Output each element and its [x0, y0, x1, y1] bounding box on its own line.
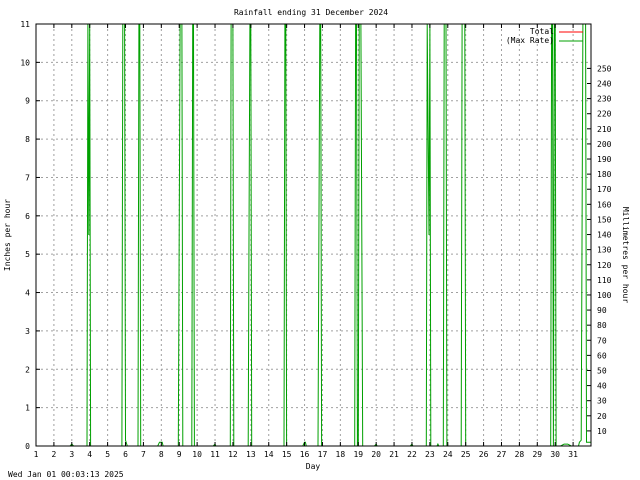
y-tick-label-right: 160: [597, 200, 612, 209]
y-tick-label-left: 9: [25, 97, 30, 106]
y-axis-left-label: Inches per hour: [3, 199, 12, 271]
x-tick-label: 10: [192, 450, 202, 459]
x-tick-label: 25: [461, 450, 471, 459]
legend: Total (Max Rate): [506, 27, 583, 45]
y-tick-label-left: 4: [25, 289, 30, 298]
y-tick-label-left: 3: [25, 327, 30, 336]
series-lines: [36, 23, 591, 447]
y-tick-label-right: 10: [597, 427, 607, 436]
y-tick-label-left: 8: [25, 135, 30, 144]
y-tick-label-right: 110: [597, 276, 612, 285]
x-tick-label: 18: [336, 450, 346, 459]
y-tick-label-right: 140: [597, 231, 612, 240]
y-axis-right-ticks: 10 20 30 40 50 60 70 80 90 100 110 120 130 140 150 160 1…: [587, 64, 612, 436]
y-tick-label-right: 220: [597, 110, 612, 119]
x-tick-label: 19: [353, 450, 363, 459]
legend-paren-close: ): [549, 36, 554, 45]
y-tick-label-right: 80: [597, 321, 607, 330]
x-tick-label: 13: [246, 450, 256, 459]
y-tick-label-left: 6: [25, 212, 30, 221]
y-tick-label-right: 190: [597, 155, 612, 164]
y-tick-label-right: 90: [597, 306, 607, 315]
x-tick-label: 8: [159, 450, 164, 459]
y-tick-label-left: 1: [25, 404, 30, 413]
x-tick-label: 30: [550, 450, 560, 459]
y-tick-label-right: 180: [597, 170, 612, 179]
legend-label-max-rate: (Max Rate): [506, 36, 554, 45]
chart-title: Rainfall ending 31 December 2024: [234, 8, 388, 17]
y-tick-label-right: 100: [597, 291, 612, 300]
y-tick-label-left: 2: [25, 365, 30, 374]
plot-area-border: [35, 23, 592, 447]
x-tick-label: 15: [282, 450, 292, 459]
x-tick-label: 21: [389, 450, 399, 459]
y-tick-label-left: 11: [20, 20, 30, 29]
y-tick-label-right: 70: [597, 336, 607, 345]
y-tick-label-left: 5: [25, 250, 30, 259]
x-tick-label: 11: [210, 450, 220, 459]
x-tick-label: 16: [300, 450, 310, 459]
y-tick-label-left: 10: [20, 58, 30, 67]
grid-lines: [36, 24, 591, 446]
y-tick-label-right: 60: [597, 351, 607, 360]
series-line-max-rate: [36, 23, 591, 447]
legend-label-total: Total: [530, 27, 554, 36]
x-tick-label: 2: [51, 450, 56, 459]
x-tick-label: 4: [87, 450, 92, 459]
x-tick-label: 14: [264, 450, 274, 459]
x-tick-label: 26: [479, 450, 489, 459]
x-tick-label: 3: [69, 450, 74, 459]
y-axis-right-label: Millimetres per hour: [621, 207, 630, 304]
y-tick-label-right: 250: [597, 64, 612, 73]
y-tick-label-right: 120: [597, 261, 612, 270]
y-tick-label-right: 40: [597, 382, 607, 391]
y-tick-label-right: 200: [597, 140, 612, 149]
x-tick-label: 31: [568, 450, 578, 459]
x-axis-ticks: 1 2 3 4 5 6 7 8 9 10 11 12 13 14 15 16 17 18 19 20 21 22 23 24 2…: [34, 24, 578, 459]
x-tick-label: 12: [228, 450, 238, 459]
y-tick-label-left: 7: [25, 173, 30, 182]
y-axis-left-ticks: 0 1 2 3 4 5 6 7 8 9 10 11: [20, 20, 40, 451]
y-tick-label-left: 0: [25, 442, 30, 451]
x-tick-label: 7: [141, 450, 146, 459]
x-tick-label: 29: [532, 450, 542, 459]
x-tick-label: 27: [497, 450, 507, 459]
x-tick-label: 5: [105, 450, 110, 459]
x-tick-label: 20: [371, 450, 381, 459]
x-tick-label: 22: [407, 450, 417, 459]
y-tick-label-right: 240: [597, 80, 612, 89]
x-tick-label: 9: [177, 450, 182, 459]
x-tick-label: 23: [425, 450, 435, 459]
y-tick-label-right: 30: [597, 397, 607, 406]
y-tick-label-right: 20: [597, 412, 607, 421]
y-tick-label-right: 230: [597, 95, 612, 104]
y-tick-label-right: 130: [597, 246, 612, 255]
legend-paren-open: (: [506, 36, 511, 45]
x-tick-label: 28: [515, 450, 525, 459]
x-tick-label: 1: [34, 450, 39, 459]
x-tick-label: 6: [123, 450, 128, 459]
legend-label-max-rate-text: Max Rate: [511, 36, 550, 45]
y-tick-label-right: 50: [597, 366, 607, 375]
x-axis-label: Day: [306, 462, 321, 471]
x-tick-label: 17: [318, 450, 328, 459]
y-tick-label-right: 150: [597, 215, 612, 224]
x-tick-label: 24: [443, 450, 453, 459]
footer-timestamp: Wed Jan 01 00:03:13 2025: [8, 470, 124, 479]
y-tick-label-right: 210: [597, 125, 612, 134]
y-tick-label-right: 170: [597, 185, 612, 194]
